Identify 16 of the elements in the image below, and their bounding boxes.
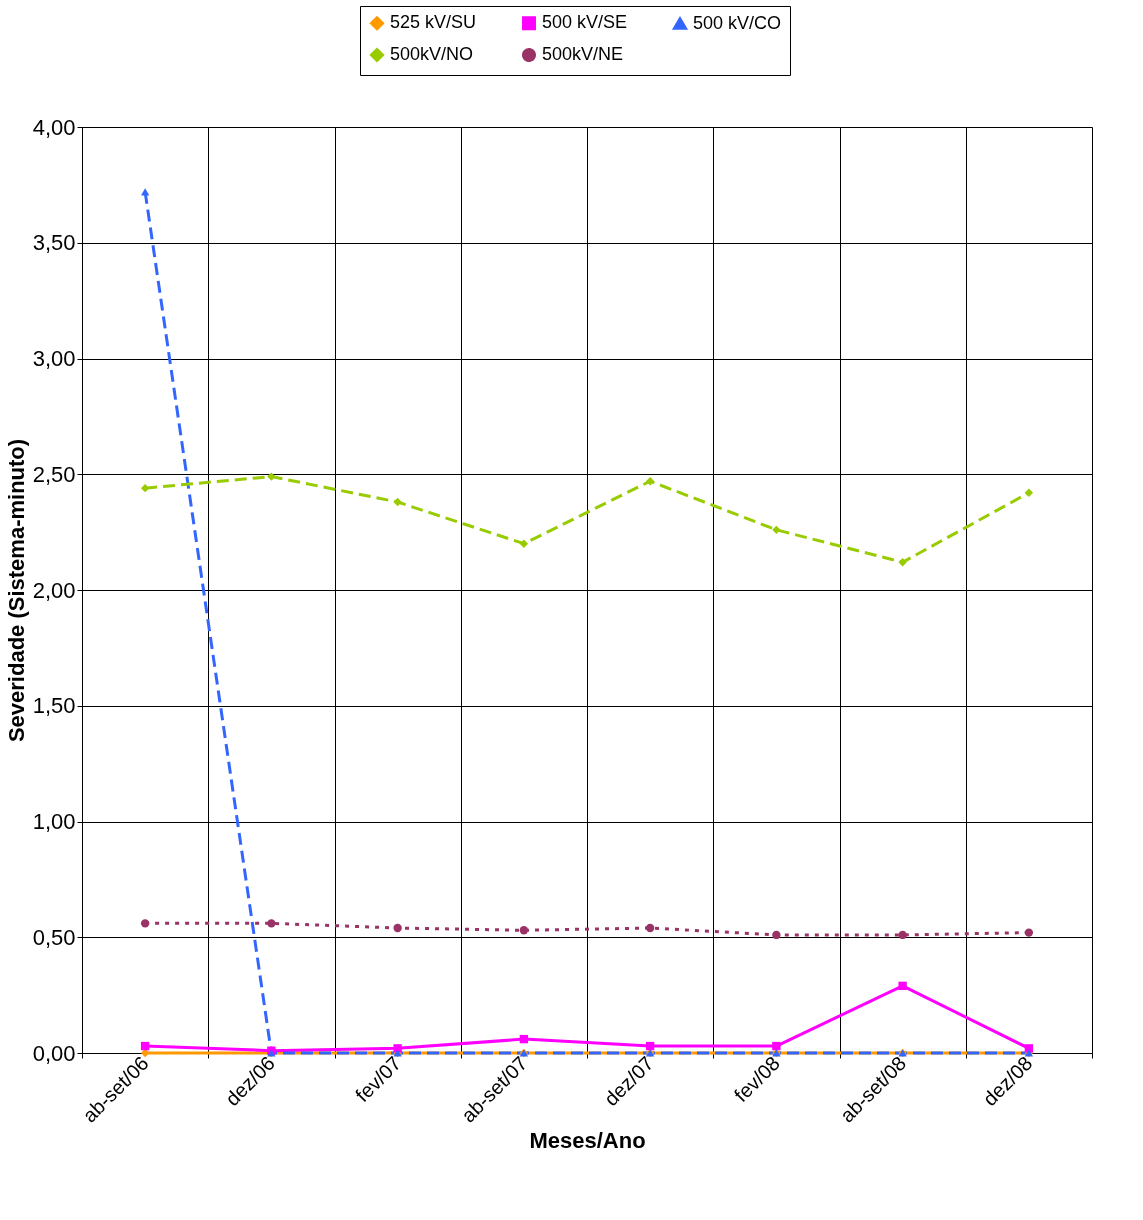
legend-label: 500 kV/SE [542, 12, 628, 33]
y-tick-label: 2,00 [32, 577, 76, 603]
y-tick-label: 3,00 [32, 346, 76, 371]
legend-label: 500 kV/CO [693, 12, 782, 33]
x-axis-title: Meses/Ano [529, 1127, 646, 1153]
legend-label: 500kV/NE [542, 44, 624, 64]
legend-label: 500kV/NO [390, 44, 474, 64]
y-tick-label: 1,00 [32, 809, 76, 834]
y-tick-label: 4,00 [32, 114, 76, 140]
y-tick-label: 1,50 [32, 693, 76, 719]
y-tick-label: 2,50 [32, 461, 76, 487]
y-tick-label: 3,50 [32, 230, 76, 256]
y-tick-label: 0,00 [32, 1040, 76, 1066]
y-axis-title: Severidade (Sistema-minuto) [3, 438, 29, 743]
legend-label: 525 kV/SU [390, 12, 477, 33]
y-tick-label: 0,50 [32, 924, 76, 950]
